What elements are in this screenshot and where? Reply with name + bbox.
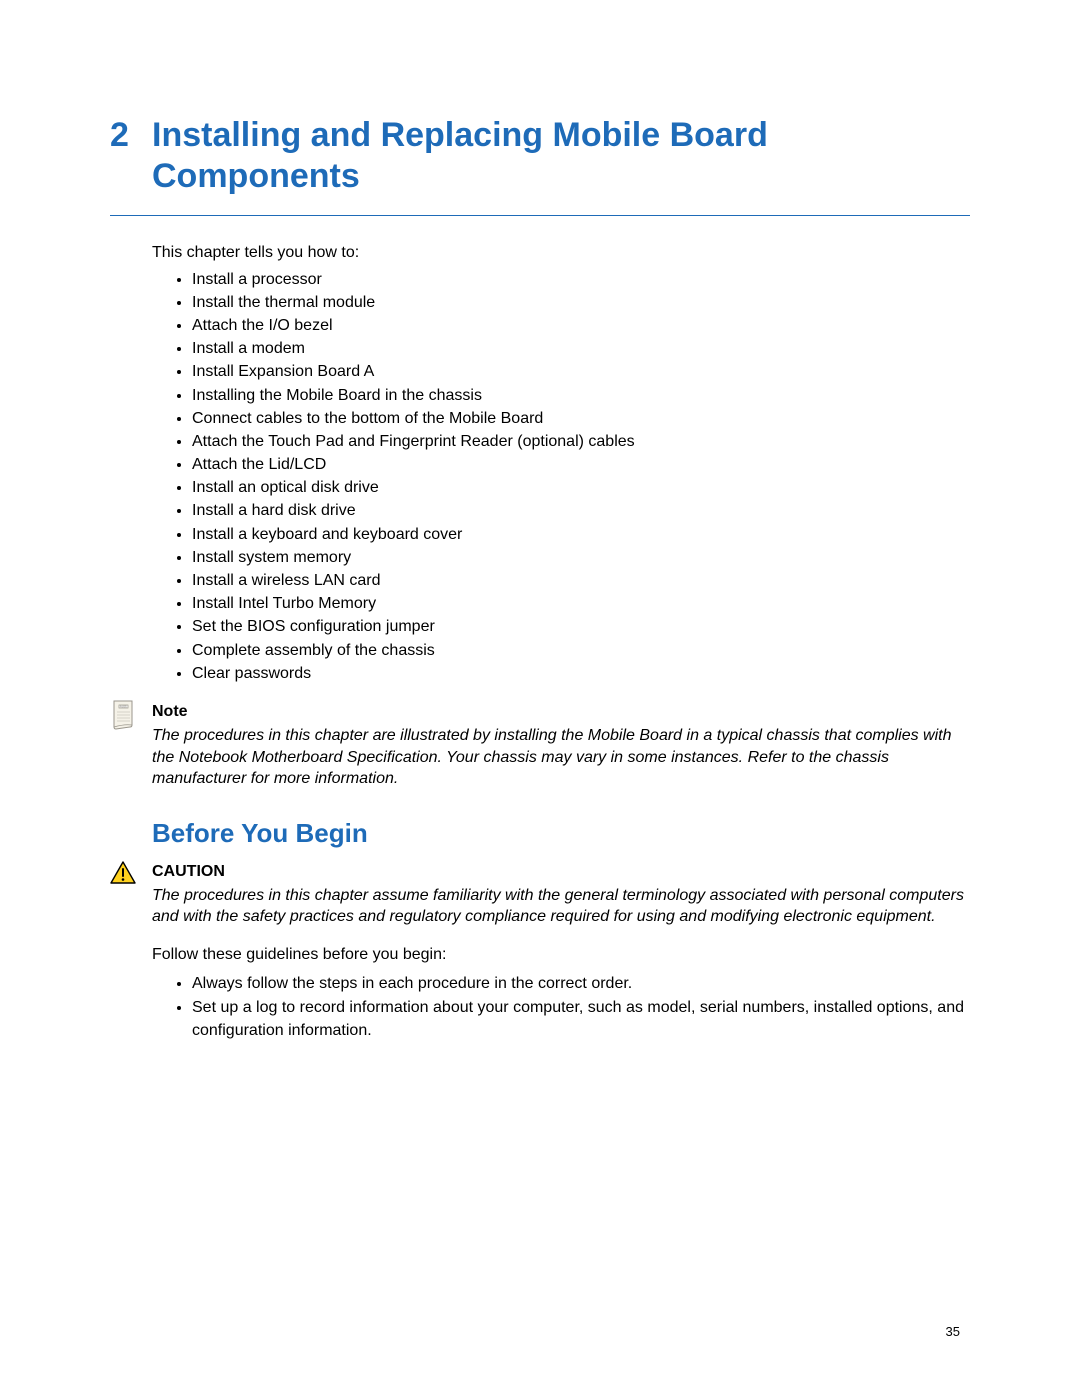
list-item: Clear passwords xyxy=(192,662,970,685)
list-item: Attach the I/O bezel xyxy=(192,314,970,337)
page-number: 35 xyxy=(946,1324,960,1339)
guidelines-intro: Follow these guidelines before you begin… xyxy=(152,944,970,966)
list-item: Attach the Lid/LCD xyxy=(192,453,970,476)
intro-line: This chapter tells you how to: xyxy=(152,244,970,262)
caution-icon xyxy=(110,861,140,895)
content-column: This chapter tells you how to: Install a… xyxy=(110,244,970,1042)
note-icon: NOTE xyxy=(110,697,140,731)
note-label: Note xyxy=(152,703,970,721)
list-item: Set the BIOS configuration jumper xyxy=(192,615,970,638)
list-item: Install the thermal module xyxy=(192,291,970,314)
list-item: Install a processor xyxy=(192,268,970,291)
note-callout: NOTE Note The procedures in this chapter… xyxy=(152,703,970,790)
chapter-title-text: Installing and Replacing Mobile Board Co… xyxy=(152,115,970,197)
svg-text:NOTE: NOTE xyxy=(120,705,128,708)
list-item: Installing the Mobile Board in the chass… xyxy=(192,384,970,407)
list-item: Install a modem xyxy=(192,337,970,360)
caution-label: CAUTION xyxy=(152,863,970,881)
list-item: Set up a log to record information about… xyxy=(192,996,970,1042)
caution-body: The procedures in this chapter assume fa… xyxy=(152,885,970,928)
list-item: Install a hard disk drive xyxy=(192,499,970,522)
list-item: Install a keyboard and keyboard cover xyxy=(192,523,970,546)
chapter-title: 2 Installing and Replacing Mobile Board … xyxy=(110,115,970,216)
section-heading: Before You Begin xyxy=(152,818,970,849)
list-item: Install Expansion Board A xyxy=(192,360,970,383)
caution-callout: CAUTION The procedures in this chapter a… xyxy=(152,863,970,928)
note-body: The procedures in this chapter are illus… xyxy=(152,725,970,790)
page: 2 Installing and Replacing Mobile Board … xyxy=(0,0,1080,1120)
list-item: Install an optical disk drive xyxy=(192,476,970,499)
list-item: Always follow the steps in each procedur… xyxy=(192,972,970,995)
guidelines-bullet-list: Always follow the steps in each procedur… xyxy=(152,972,970,1042)
chapter-number: 2 xyxy=(110,115,152,197)
list-item: Install Intel Turbo Memory xyxy=(192,592,970,615)
list-item: Connect cables to the bottom of the Mobi… xyxy=(192,407,970,430)
list-item: Install system memory xyxy=(192,546,970,569)
list-item: Attach the Touch Pad and Fingerprint Rea… xyxy=(192,430,970,453)
intro-bullet-list: Install a processorInstall the thermal m… xyxy=(152,268,970,685)
list-item: Complete assembly of the chassis xyxy=(192,639,970,662)
list-item: Install a wireless LAN card xyxy=(192,569,970,592)
